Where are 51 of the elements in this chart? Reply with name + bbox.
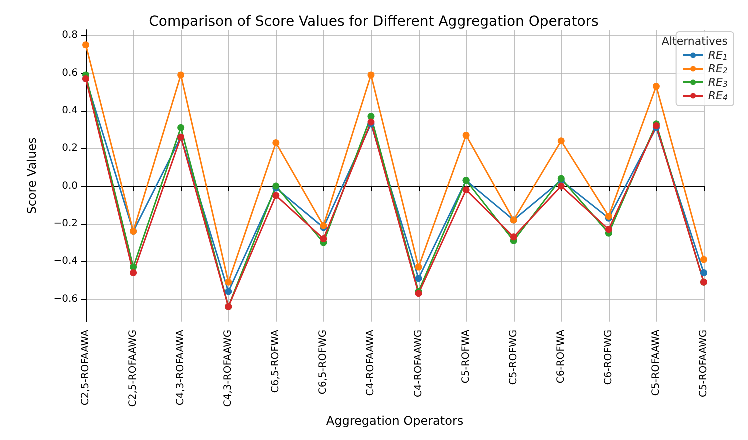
point	[368, 72, 375, 79]
point	[605, 226, 612, 234]
legend-title: Alternatives	[662, 35, 728, 48]
point	[462, 186, 470, 194]
point	[558, 182, 565, 190]
x-tick-label: C5-ROFAAWG	[698, 330, 710, 398]
y-tick-label: 0.8	[62, 30, 78, 42]
point	[510, 234, 518, 241]
point	[178, 72, 185, 79]
x-tick-label: C6,5-ROFWG	[318, 330, 330, 395]
y-tick-label: −0.2	[54, 218, 78, 230]
point	[130, 269, 138, 276]
point	[462, 132, 470, 139]
legend-label: RE1	[708, 49, 728, 62]
x-axis-title: Aggregation Operators	[326, 414, 464, 428]
point	[320, 236, 328, 243]
x-tick-label: C4-ROFAAWA	[366, 330, 377, 396]
point	[700, 256, 708, 264]
point	[272, 139, 280, 146]
chart-title: Comparison of Score Values for Different Aggregation Operators	[149, 14, 599, 30]
x-tick-label: C5-ROFWA	[460, 330, 472, 384]
point	[82, 42, 90, 49]
point	[700, 269, 708, 276]
x-tick-label: C5-ROFAAWA	[650, 330, 662, 396]
x-tick-label: C6-ROFWA	[556, 330, 567, 384]
y-tick-label: 0.0	[62, 180, 78, 192]
y-axis-title: Score Values	[25, 138, 39, 214]
y-tick-label: 0.6	[62, 68, 78, 79]
x-tick-label: C6-ROFWG	[603, 330, 614, 386]
x-tick-label: C4,3-ROFAAWA	[176, 330, 187, 406]
point	[178, 124, 185, 132]
x-tick-label: C2,5-ROFAAWG	[128, 330, 140, 408]
x-tick-label: C4-ROFAAWG	[413, 330, 424, 398]
x-tick-label: C6,5-ROFWA	[270, 330, 282, 394]
y-tick-label: −0.6	[54, 294, 78, 305]
x-tick-label: C5-ROFWG	[508, 330, 520, 386]
point	[652, 83, 660, 90]
y-tick-label: −0.4	[54, 256, 78, 268]
y-tick-label: 0.2	[62, 143, 78, 154]
point	[415, 264, 422, 271]
point	[272, 192, 280, 200]
legend-label: RE4	[708, 90, 728, 102]
x-tick-label: C2,5-ROFAAWA	[80, 330, 92, 406]
point	[225, 278, 232, 286]
legend-label: RE2	[708, 62, 728, 76]
point	[225, 288, 232, 296]
y-tick-label: 0.4	[62, 105, 78, 116]
point	[558, 138, 565, 145]
point	[415, 275, 422, 282]
x-tick-label: C4,3-ROFAAWG	[223, 330, 234, 408]
legend-label: RE3	[708, 76, 728, 89]
